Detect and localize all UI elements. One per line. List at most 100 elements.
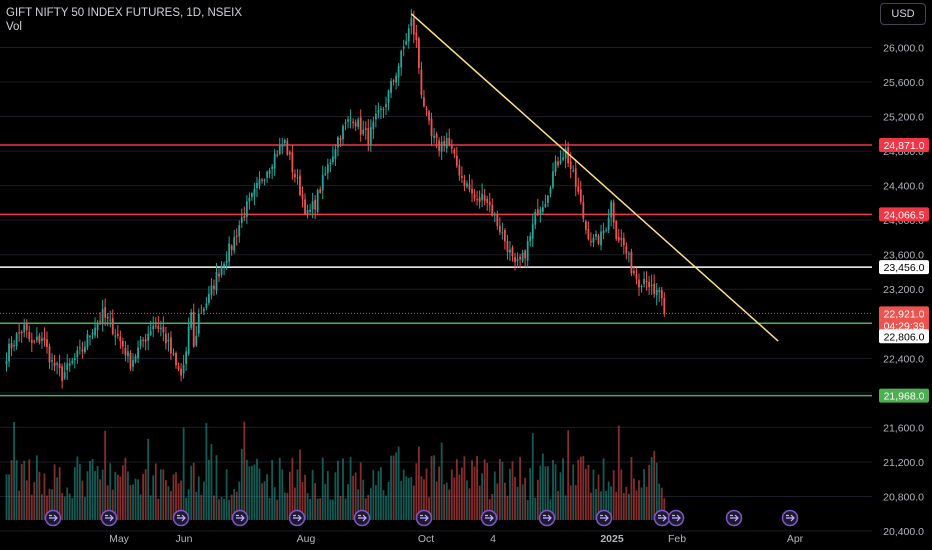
volume-bar [190,465,193,520]
candle-body [94,327,96,336]
volume-bar [109,463,112,520]
candle-body [498,225,501,233]
volume-bar [342,458,344,520]
candle-body [455,155,458,166]
currency-button[interactable]: USD [880,3,926,25]
volume-bar [314,483,317,520]
volume-bar [99,479,102,520]
candle-body [119,336,122,341]
candle-body [321,174,324,191]
candle-body [655,289,658,295]
candle-body [534,211,537,225]
volume-bar [51,489,53,520]
volume-bar [301,481,304,520]
y-tick-label: 25,200.0 [883,112,924,124]
price-axis[interactable]: 26,000.025,600.025,200.024,800.024,400.0… [883,42,924,538]
volume-bar [478,485,481,520]
volume-bar [430,456,433,520]
candle-body [615,221,618,239]
candle-body [564,148,567,159]
volume-bar [43,473,46,520]
volume-bar [331,499,334,520]
volume-bar [577,459,580,520]
volume-bar [180,480,182,520]
volume-bar [605,490,608,520]
candle-body [633,271,635,274]
volume-bar [137,479,139,520]
candle-body [582,202,585,219]
y-tick-label: 20,400.0 [883,526,924,538]
volume-bar [491,493,494,520]
candle-body [326,164,329,174]
candle-body [524,250,527,259]
volume-bar [615,491,618,520]
candle-body [89,335,91,337]
trend-line-layer[interactable] [410,13,779,342]
volume-bar [337,460,339,520]
volume-bar [329,499,332,520]
volume-bar [359,462,362,520]
volume-bar [506,495,509,520]
volume-bar [496,483,499,520]
candle-body [521,252,524,262]
candle-body [385,104,387,108]
volume-bar [116,474,119,520]
candle-body [164,333,167,344]
volume-bar [89,460,91,520]
candle-body [531,224,534,239]
x-tick-label: Aug [297,533,316,545]
dividend-arrow-icon [595,509,613,527]
candle-body [428,111,430,121]
volume-bar [374,485,377,520]
candle-body [71,360,74,364]
candle-body [400,50,403,68]
candle-body [605,229,608,231]
candle-body [574,168,577,187]
candle-body [238,225,241,237]
candle-body [233,237,236,251]
candle-body [592,237,595,243]
volume-bar [633,478,635,520]
volume-bar [18,490,21,520]
candle-body [622,238,625,246]
volume-bar [602,458,605,520]
candle-body [268,169,271,174]
candle-body [562,157,564,160]
volume-bar [218,499,220,520]
volume-bar [648,464,651,520]
candle-body [450,145,453,149]
event-arrow [177,514,186,522]
volume-legend: Vol [6,21,22,33]
volume-bar [258,468,261,520]
volume-bar [248,466,251,520]
candle-body [476,199,478,201]
volume-bar [448,489,451,520]
candle-body [638,279,640,288]
candle-body [288,152,291,155]
volume-bar [402,469,405,520]
candle-body [369,127,372,145]
candle-body [18,332,21,334]
volume-bar [8,474,10,520]
candle-body [248,197,251,202]
volume-bar [111,489,114,520]
candle-body [344,122,347,124]
volume-bar [271,460,274,520]
volume-bar [177,483,180,520]
candle-body [213,285,215,289]
candle-body [86,334,89,348]
volume-bar [46,495,48,520]
candle-body [337,137,339,148]
volume-bar [362,479,365,520]
volume-bar [640,487,643,520]
volume-bar [187,489,190,520]
trend-line[interactable] [410,13,779,342]
volume-bar [25,480,28,520]
candle-body [635,274,638,279]
volume-bar [493,471,496,520]
volume-bar [476,455,478,520]
time-axis[interactable]: May Jun Aug Oct 4 2025 Feb Apr [109,533,804,545]
volume-bar [557,491,559,520]
candle-body [225,260,228,263]
